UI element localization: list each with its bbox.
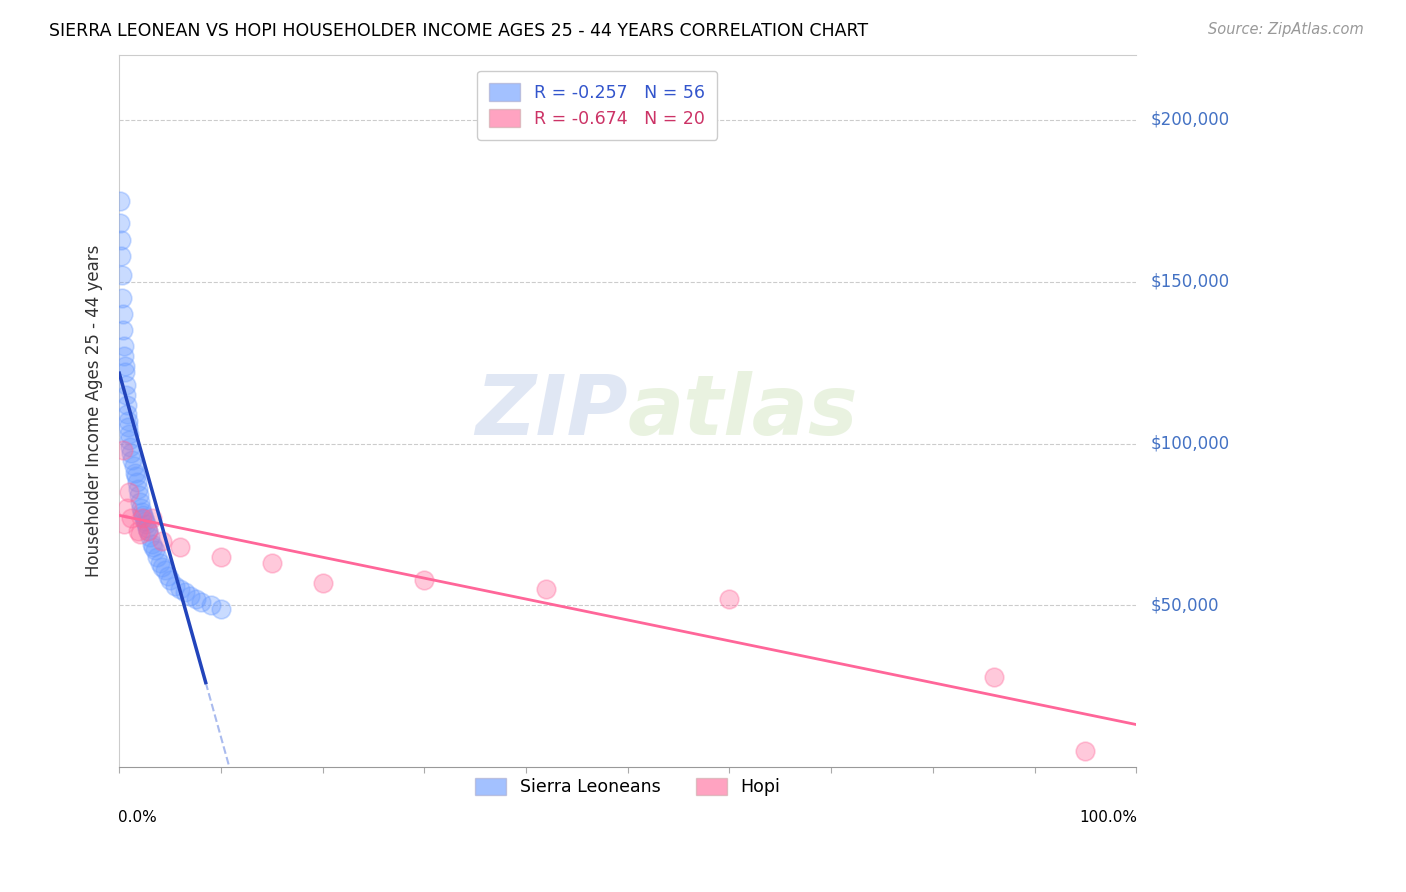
- Point: [136, 524, 159, 538]
- Point: [112, 443, 135, 458]
- Point: [132, 511, 155, 525]
- Point: [150, 559, 173, 574]
- Point: [135, 521, 157, 535]
- Point: [134, 514, 156, 528]
- Text: SIERRA LEONEAN VS HOPI HOUSEHOLDER INCOME AGES 25 - 44 YEARS CORRELATION CHART: SIERRA LEONEAN VS HOPI HOUSEHOLDER INCOM…: [49, 22, 869, 40]
- Point: [120, 440, 142, 454]
- Point: [209, 549, 232, 564]
- Point: [115, 378, 138, 392]
- Point: [143, 543, 166, 558]
- Point: [184, 591, 207, 606]
- Point: [190, 595, 212, 609]
- Text: 100.0%: 100.0%: [1080, 810, 1137, 825]
- Point: [110, 233, 132, 247]
- Point: [312, 575, 335, 590]
- Point: [112, 307, 135, 321]
- Point: [135, 517, 157, 532]
- Point: [121, 511, 143, 525]
- Point: [209, 601, 232, 615]
- Point: [149, 557, 172, 571]
- Point: [128, 495, 150, 509]
- Point: [131, 511, 153, 525]
- Point: [115, 388, 138, 402]
- Text: atlas: atlas: [628, 371, 859, 451]
- Point: [141, 511, 163, 525]
- Y-axis label: Householder Income Ages 25 - 44 years: Householder Income Ages 25 - 44 years: [86, 245, 103, 577]
- Legend: Sierra Leoneans, Hopi: Sierra Leoneans, Hopi: [463, 765, 793, 808]
- Point: [718, 591, 741, 606]
- Point: [124, 469, 146, 483]
- Point: [165, 579, 187, 593]
- Point: [110, 249, 132, 263]
- Point: [131, 504, 153, 518]
- Point: [169, 540, 191, 554]
- Text: $200,000: $200,000: [1150, 111, 1229, 128]
- Point: [179, 589, 201, 603]
- Point: [118, 426, 141, 441]
- Point: [983, 670, 1005, 684]
- Point: [125, 475, 148, 490]
- Text: $100,000: $100,000: [1150, 434, 1229, 452]
- Point: [157, 569, 180, 583]
- Point: [128, 527, 150, 541]
- Point: [112, 517, 135, 532]
- Point: [159, 573, 181, 587]
- Text: 0.0%: 0.0%: [118, 810, 157, 825]
- Point: [110, 194, 132, 208]
- Point: [413, 573, 436, 587]
- Point: [136, 524, 159, 538]
- Point: [150, 533, 173, 548]
- Point: [200, 599, 222, 613]
- Point: [146, 549, 169, 564]
- Point: [117, 420, 139, 434]
- Point: [121, 446, 143, 460]
- Point: [124, 466, 146, 480]
- Point: [118, 434, 141, 448]
- Point: [117, 501, 139, 516]
- Point: [117, 398, 139, 412]
- Point: [111, 291, 134, 305]
- Point: [128, 488, 150, 502]
- Text: $50,000: $50,000: [1150, 597, 1219, 615]
- Point: [141, 537, 163, 551]
- Point: [169, 582, 191, 597]
- Text: ZIP: ZIP: [475, 371, 628, 451]
- Point: [114, 365, 136, 379]
- Point: [117, 414, 139, 428]
- Point: [127, 482, 149, 496]
- Point: [127, 524, 149, 538]
- Point: [139, 531, 162, 545]
- Text: $150,000: $150,000: [1150, 273, 1229, 291]
- Point: [129, 501, 152, 516]
- Point: [114, 359, 136, 373]
- Point: [110, 217, 132, 231]
- Point: [118, 485, 141, 500]
- Point: [112, 339, 135, 353]
- Point: [174, 585, 197, 599]
- Point: [142, 540, 165, 554]
- Point: [112, 323, 135, 337]
- Text: Source: ZipAtlas.com: Source: ZipAtlas.com: [1208, 22, 1364, 37]
- Point: [111, 268, 134, 283]
- Point: [1074, 744, 1097, 758]
- Point: [122, 459, 145, 474]
- Point: [112, 349, 135, 363]
- Point: [536, 582, 558, 597]
- Point: [117, 408, 139, 422]
- Point: [260, 557, 283, 571]
- Point: [153, 563, 176, 577]
- Point: [121, 452, 143, 467]
- Point: [131, 508, 153, 522]
